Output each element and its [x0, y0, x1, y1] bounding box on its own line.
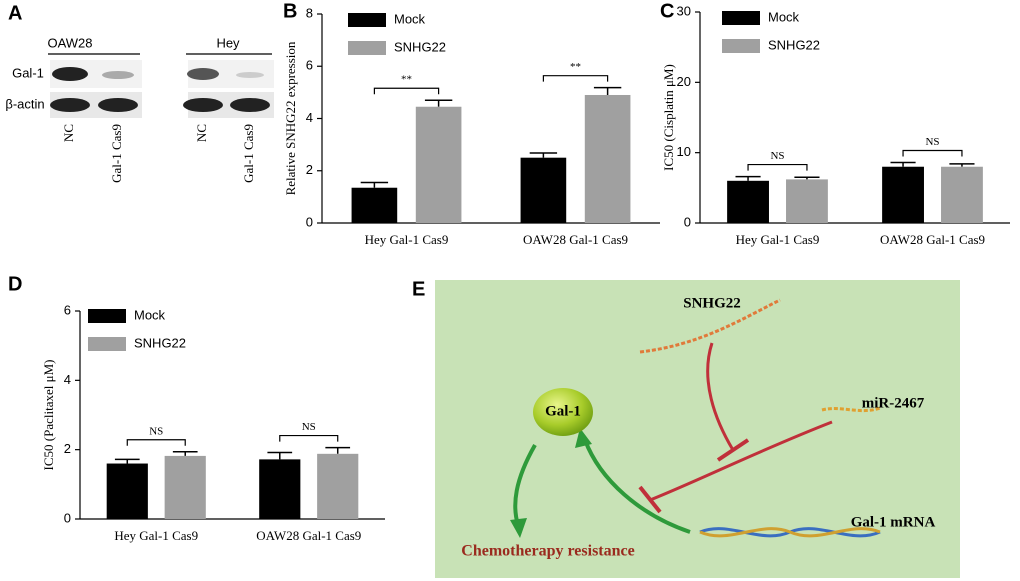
legend-label: SNHG22: [394, 39, 446, 54]
bar: [584, 94, 631, 223]
y-tick-label: 6: [64, 302, 71, 317]
significance-bracket: [373, 87, 440, 95]
panel-label: D: [8, 273, 22, 295]
activate-arrow: [583, 439, 691, 534]
y-tick-label: 2: [64, 441, 71, 456]
significance-label: NS: [149, 425, 163, 437]
band: [183, 98, 223, 112]
legend-swatch: [722, 11, 760, 25]
significance-bracket: [747, 163, 808, 171]
inhibit-line: [649, 420, 833, 502]
bar: [259, 459, 301, 519]
band: [230, 98, 270, 112]
panel-label: A: [8, 2, 22, 24]
y-tick-label: 0: [64, 510, 71, 525]
significance-label: **: [570, 61, 581, 73]
y-tick-label: 2: [306, 162, 313, 177]
band: [236, 72, 264, 78]
y-tick-label: 8: [306, 5, 313, 20]
x-tick-label: OAW28 Gal-1 Cas9: [256, 528, 361, 543]
bar: [520, 157, 567, 223]
row-label: Gal-1: [12, 65, 44, 80]
rna-strand: [639, 298, 781, 354]
band: [98, 98, 138, 112]
bar: [351, 187, 398, 223]
significance-label: **: [401, 74, 412, 86]
legend-swatch: [88, 337, 126, 351]
y-tick-label: 0: [306, 214, 313, 229]
inhibit-bar: [638, 485, 662, 514]
bar: [317, 453, 359, 519]
y-tick-label: 4: [306, 110, 313, 125]
bar: [164, 455, 206, 519]
activate-arrow: [513, 444, 537, 526]
legend-label: SNHG22: [768, 37, 820, 52]
panel-label: E: [412, 278, 425, 300]
diagram-background: [435, 280, 960, 578]
y-tick-label: 20: [677, 74, 691, 89]
lane-label: NC: [194, 124, 209, 142]
significance-bracket: [542, 75, 609, 82]
bar: [106, 463, 148, 519]
group-label: OAW28: [47, 35, 92, 50]
node-label: Chemotherapy resistance: [461, 543, 634, 560]
node-label: Gal-1: [545, 403, 581, 419]
legend-swatch: [348, 41, 386, 55]
inhibit-line: [706, 342, 735, 451]
panel-label: C: [660, 0, 674, 22]
significance-bracket: [902, 149, 963, 157]
y-axis-label: Relative SNHG22 expression: [283, 41, 298, 195]
x-tick-label: OAW28 Gal-1 Cas9: [880, 232, 985, 247]
bar: [941, 166, 983, 223]
lane-label: Gal-1 Cas9: [109, 124, 124, 183]
band: [102, 71, 134, 79]
x-tick-label: Hey Gal-1 Cas9: [114, 528, 198, 543]
bar: [882, 166, 924, 223]
y-tick-label: 10: [677, 144, 691, 159]
significance-label: NS: [302, 421, 316, 433]
bar: [415, 106, 462, 223]
y-tick-label: 6: [306, 58, 313, 73]
lane-label: NC: [61, 124, 76, 142]
significance-label: NS: [770, 150, 784, 162]
bar: [786, 179, 828, 223]
x-tick-label: OAW28 Gal-1 Cas9: [523, 232, 628, 247]
panel-label: B: [283, 0, 297, 22]
legend-label: Mock: [394, 11, 426, 26]
y-axis-label: IC50 (Paclitaxel μM): [41, 360, 56, 471]
arrow-head: [575, 428, 592, 448]
node-label: Gal-1 mRNA: [851, 514, 936, 530]
row-label: β-actin: [5, 96, 44, 111]
band: [187, 68, 219, 80]
node-label: SNHG22: [683, 295, 741, 311]
group-label: Hey: [216, 35, 240, 50]
legend-label: Mock: [134, 307, 166, 322]
bar: [727, 180, 769, 223]
node-label: miR-2467: [862, 395, 925, 411]
diagram-panel: E SNHG22 miR-2467 Gal-1 Gal-1 mRNA Chemo…: [412, 278, 960, 578]
y-tick-label: 30: [677, 3, 691, 18]
significance-bracket: [279, 434, 339, 442]
dna-helix: [699, 527, 881, 538]
inhibit-bar: [716, 438, 750, 462]
band: [50, 98, 90, 112]
y-tick-label: 0: [684, 214, 691, 229]
lane-label: Gal-1 Cas9: [241, 124, 256, 183]
blot-panel: A OAW28 Hey Gal-1 β-actin NC Gal-1 Cas9 …: [5, 2, 274, 183]
y-tick-label: 4: [64, 372, 71, 387]
legend-label: SNHG22: [134, 335, 186, 350]
legend-swatch: [348, 13, 386, 27]
band: [52, 67, 88, 81]
significance-bracket: [126, 439, 186, 446]
legend-label: Mock: [768, 9, 800, 24]
x-tick-label: Hey Gal-1 Cas9: [736, 232, 820, 247]
significance-label: NS: [925, 136, 939, 148]
protein-icon: [533, 388, 593, 436]
legend-swatch: [88, 309, 126, 323]
legend-swatch: [722, 39, 760, 53]
arrow-head: [510, 518, 527, 538]
y-axis-label: IC50 (Cisplatin μM): [661, 64, 676, 171]
x-tick-label: Hey Gal-1 Cas9: [365, 232, 449, 247]
